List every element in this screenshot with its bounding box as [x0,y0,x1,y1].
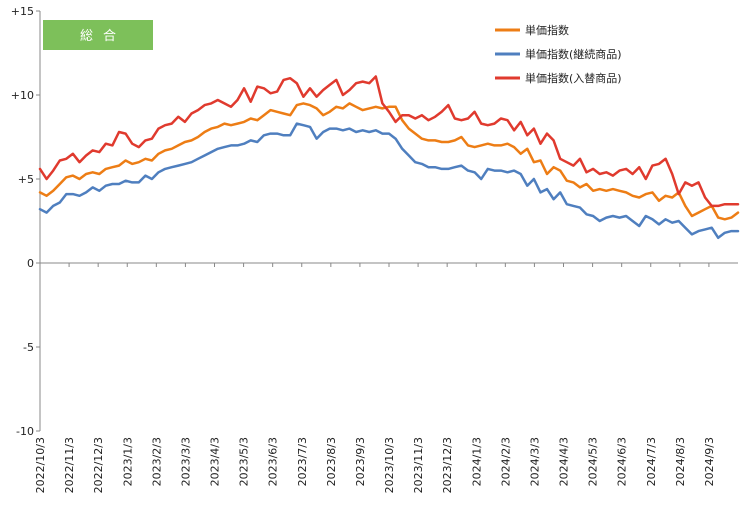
y-tick-label: +10 [11,89,34,102]
x-tick-label: 2024/8/3 [674,437,687,486]
series-lines [38,75,740,240]
x-tick-label: 2023/6/3 [267,437,280,486]
x-tick-label: 2023/8/3 [325,437,338,486]
x-tick-label: 2024/7/3 [645,437,658,486]
x-tick-label: 2023/11/3 [412,437,425,493]
y-tick-label: +5 [18,173,34,186]
y-tick-label: +15 [11,5,34,18]
series-line-2 [38,122,740,240]
x-tick-label: 2023/2/3 [150,437,163,486]
x-tick-label: 2024/1/3 [470,437,483,486]
x-tick-label: 2022/12/3 [92,437,105,493]
series-line-3 [38,75,740,208]
x-tick-label: 2023/4/3 [209,437,222,486]
y-tick-label: -10 [16,425,34,438]
badge-box [43,20,153,50]
y-tick-label: 0 [27,257,34,270]
x-tick-label: 2023/9/3 [354,437,367,486]
x-tick-label: 2023/10/3 [383,437,396,493]
x-tick-label: 2024/9/3 [703,437,716,486]
x-tick-label: 2023/1/3 [121,437,134,486]
legend-label-3: 単価指数(入替商品) [525,71,622,85]
legend-label-2: 単価指数(継続商品) [525,47,622,61]
x-tick-label: 2023/3/3 [179,437,192,486]
y-tick-label: -5 [23,341,34,354]
series-line-1 [38,102,740,221]
x-tick-label: 2023/12/3 [441,437,454,493]
x-tick-label: 2024/2/3 [499,437,512,486]
badge-label: 総合 [80,29,126,44]
x-tick-label: 2024/5/3 [587,437,600,486]
x-tick-label: 2022/10/3 [34,437,47,493]
x-axis: 2022/10/3 2022/11/3 2022/12/3 2023/1/3 2023/… [34,262,738,493]
badge: 総合 [43,20,153,50]
x-tick-label: 2023/5/3 [238,437,251,486]
x-tick-label: 2023/7/3 [296,437,309,486]
x-tick-label: 2024/3/3 [528,437,541,486]
y-axis: +15 +10 +5 0 -5 -10 [11,5,41,438]
x-tick-label: 2024/6/3 [616,437,629,486]
legend-label-1: 単価指数 [525,23,569,37]
x-tick-label: 2024/4/3 [558,437,571,486]
x-tick-label: 2022/11/3 [63,437,76,493]
